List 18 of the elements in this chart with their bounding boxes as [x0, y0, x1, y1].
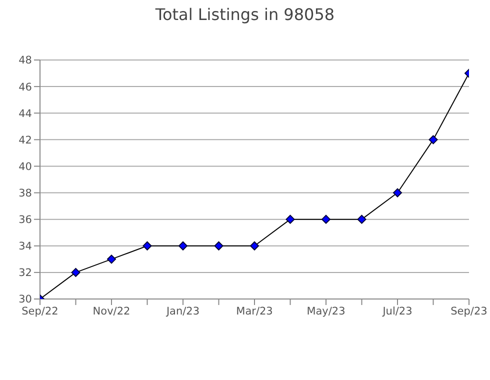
x-tick-label: May/23: [306, 305, 346, 318]
y-tick-label: 38: [18, 188, 32, 200]
chart-title: Total Listings in 98058: [154, 5, 336, 24]
y-tick-label: 42: [18, 134, 32, 146]
x-tick-label: Sep/23: [450, 305, 488, 318]
x-tick-label: Jan/23: [165, 305, 200, 318]
y-tick-label: 46: [18, 81, 32, 94]
y-tick-label: 44: [18, 108, 32, 120]
y-tick-label: 32: [18, 267, 32, 280]
x-tick-label: Sep/22: [22, 305, 58, 318]
x-tick-label: Nov/22: [92, 305, 130, 318]
y-tick-label: 30: [18, 294, 32, 306]
x-tick-label: Jul/23: [382, 305, 412, 318]
y-tick-label: 36: [18, 214, 32, 226]
y-tick-label: 40: [18, 160, 32, 173]
y-tick-label: 34: [18, 240, 32, 253]
x-tick-label: Mar/23: [236, 305, 273, 318]
y-tick-label: 48: [18, 54, 32, 67]
